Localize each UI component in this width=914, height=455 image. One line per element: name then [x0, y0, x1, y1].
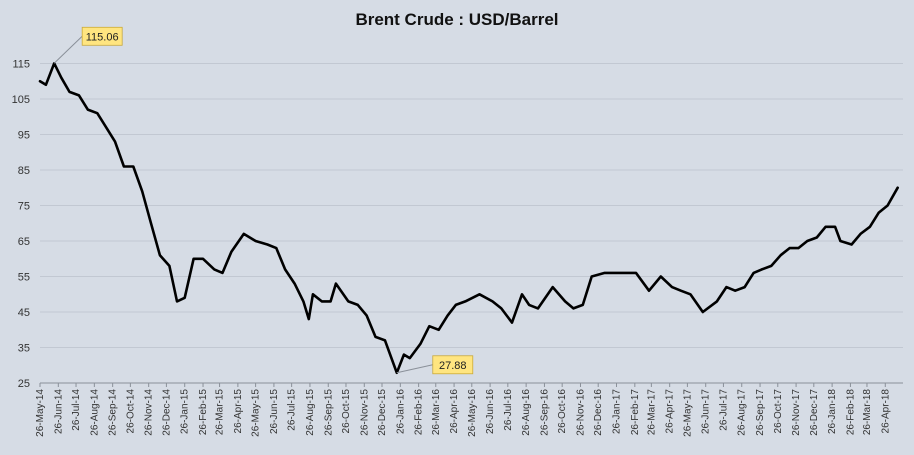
- x-tick-label: 26-May-16: [467, 389, 478, 437]
- x-tick-label: 26-Oct-16: [557, 389, 568, 434]
- x-tick-label: 26-Oct-17: [773, 389, 784, 434]
- x-tick-label: 26-Apr-15: [233, 389, 244, 434]
- x-tick-label: 26-Mar-18: [862, 389, 873, 436]
- x-tick-label: 26-Sep-17: [755, 389, 766, 436]
- x-tick-label: 26-Sep-15: [323, 389, 334, 436]
- x-tick-label: 26-Oct-14: [125, 389, 136, 434]
- x-tick-label: 26-Aug-16: [521, 389, 532, 436]
- y-tick-label: 75: [18, 201, 30, 213]
- x-tick-label: 26-Nov-15: [359, 389, 370, 436]
- x-tick-label: 26-Feb-17: [630, 389, 641, 436]
- y-tick-label: 55: [18, 272, 30, 284]
- x-tick-label: 26-Feb-15: [198, 389, 209, 436]
- x-tick-label: 26-Nov-14: [144, 389, 155, 436]
- x-tick-label: 26-Dec-15: [377, 389, 388, 436]
- x-tick-label: 26-Jul-14: [71, 389, 82, 431]
- x-tick-label: 26-Nov-17: [791, 389, 802, 436]
- y-tick-label: 105: [12, 94, 30, 106]
- y-tick-label: 115: [12, 59, 30, 71]
- x-tick-label: 26-Jul-17: [718, 389, 729, 431]
- x-tick-label: 26-Oct-15: [341, 389, 352, 434]
- data-label-box: [432, 355, 474, 375]
- y-tick-label: 65: [18, 236, 30, 248]
- x-tick-label: 26-Nov-16: [575, 389, 586, 436]
- x-tick-label: 26-Jul-16: [503, 389, 514, 431]
- x-tick-label: 26-Apr-16: [449, 389, 460, 434]
- y-tick-label: 85: [18, 165, 30, 177]
- x-tick-label: 26-Dec-16: [593, 389, 604, 436]
- series-line: [38, 61, 900, 375]
- x-tick-label: 26-Feb-16: [414, 389, 425, 436]
- x-tick-label: 26-Sep-16: [539, 389, 550, 436]
- x-tick-label: 26-Apr-17: [665, 389, 676, 434]
- y-tick-label: 95: [18, 130, 30, 142]
- x-tick-label: 26-Apr-18: [880, 389, 891, 434]
- chart-title: Brent Crude : USD/Barrel: [355, 10, 559, 29]
- x-tick-label: 26-Jun-17: [701, 389, 712, 434]
- x-tick-label: 26-Mar-16: [431, 389, 442, 436]
- x-tick-label: 26-Mar-15: [215, 389, 226, 436]
- x-tick-label: 26-Jan-18: [827, 389, 838, 434]
- x-tick-label: 26-Dec-17: [809, 389, 820, 436]
- y-tick-label: 35: [18, 343, 30, 355]
- y-tick-label: 25: [18, 378, 30, 390]
- x-tick-label: 26-Jun-15: [269, 389, 280, 434]
- x-tick-label: 26-Sep-14: [108, 389, 119, 436]
- data-label: 27.88: [439, 360, 467, 372]
- x-tick-label: 26-Feb-18: [845, 389, 856, 436]
- x-tick-label: 26-Jan-16: [395, 389, 406, 434]
- x-tick-label: 26-Jun-14: [53, 389, 64, 434]
- x-tick-label: 26-May-17: [682, 389, 693, 437]
- x-tick-label: 26-Aug-14: [89, 389, 100, 436]
- data-label: 115.06: [86, 31, 119, 43]
- x-tick-label: 26-Mar-17: [646, 389, 657, 436]
- x-tick-label: 26-Jan-15: [180, 389, 191, 434]
- x-tick-label: 26-Jan-17: [612, 389, 623, 434]
- x-tick-label: 26-Jul-15: [287, 389, 298, 431]
- x-tick-label: 26-Aug-17: [737, 389, 748, 436]
- x-tick-label: 26-Aug-15: [305, 389, 316, 436]
- x-tick-label: 26-Dec-14: [161, 389, 172, 436]
- callout-leader: [396, 364, 433, 374]
- x-tick-label: 26-May-14: [35, 389, 46, 437]
- data-label-box: [81, 26, 123, 46]
- x-tick-label: 26-May-15: [251, 389, 262, 437]
- callout-leader: [53, 35, 83, 64]
- y-tick-label: 45: [18, 307, 30, 319]
- x-tick-label: 26-Jun-16: [485, 389, 496, 434]
